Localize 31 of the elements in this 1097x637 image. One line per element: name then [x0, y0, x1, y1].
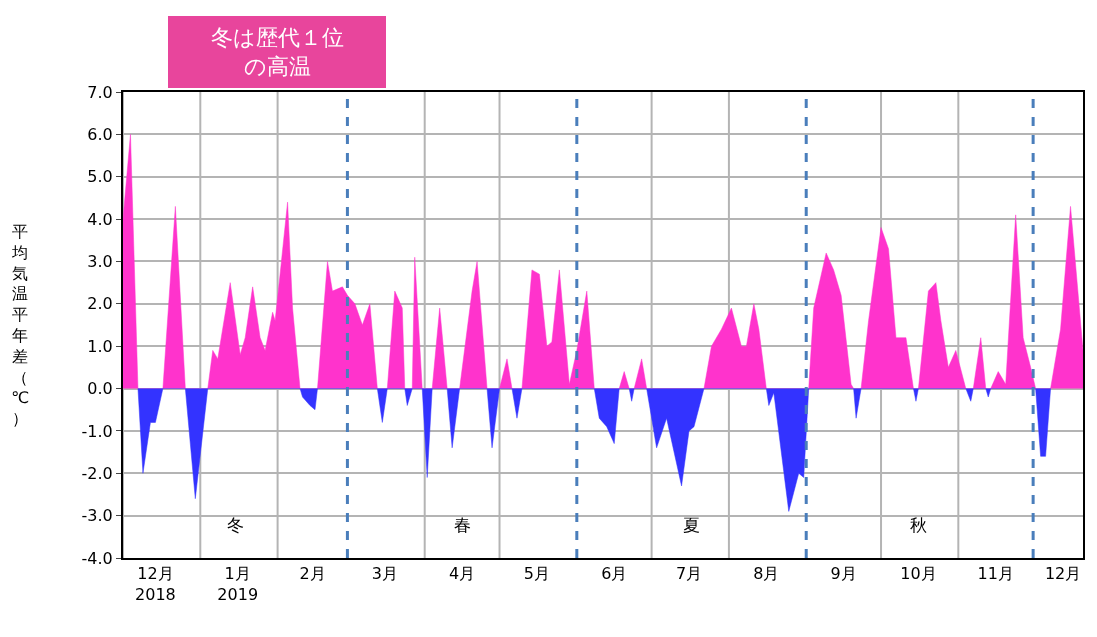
x-tick-label: 4月	[449, 564, 476, 584]
y-tick-label: 4.0	[87, 209, 113, 229]
x-tick-label: 12月	[1044, 564, 1082, 584]
x-tick-label: 9月	[830, 564, 857, 584]
x-tick-label: 12月 2018	[135, 564, 176, 604]
annotation: 夏	[683, 515, 700, 535]
y-tick-label: 0.0	[87, 379, 113, 399]
y-tick-label: 7.0	[87, 82, 113, 102]
x-tick-label: 1月 2019	[217, 564, 259, 604]
y-tick-label: 3.0	[87, 252, 113, 272]
x-tick-label: 7月	[675, 564, 703, 584]
y-tick-label: 5.0	[87, 167, 113, 187]
annotation: 秋	[910, 515, 927, 535]
y-tick-label: 1.0	[87, 336, 113, 356]
x-tick-label: 8月	[753, 564, 780, 584]
y-tick-label: 6.0	[87, 124, 113, 144]
text: 平均気温平年差（℃）	[11, 222, 29, 429]
annotation: 春	[454, 515, 471, 535]
x-tick-label: 2月	[299, 564, 326, 584]
x-tick-label: 11月	[977, 564, 1014, 584]
y-tick-label: -3.0	[81, 506, 113, 526]
y-tick-label: -4.0	[81, 548, 113, 568]
text: 冬は歴代１位の高温	[210, 25, 344, 79]
y-tick-label: 2.0	[87, 294, 113, 314]
y-tick-label: -2.0	[81, 463, 113, 483]
y-tick-label: -1.0	[81, 421, 113, 441]
x-tick-label: 5月	[523, 564, 551, 584]
x-tick-label: 3月	[371, 564, 398, 584]
x-tick-label: 10月	[900, 564, 937, 584]
x-tick-label: 6月	[601, 564, 628, 584]
annotation: 冬	[227, 515, 244, 535]
